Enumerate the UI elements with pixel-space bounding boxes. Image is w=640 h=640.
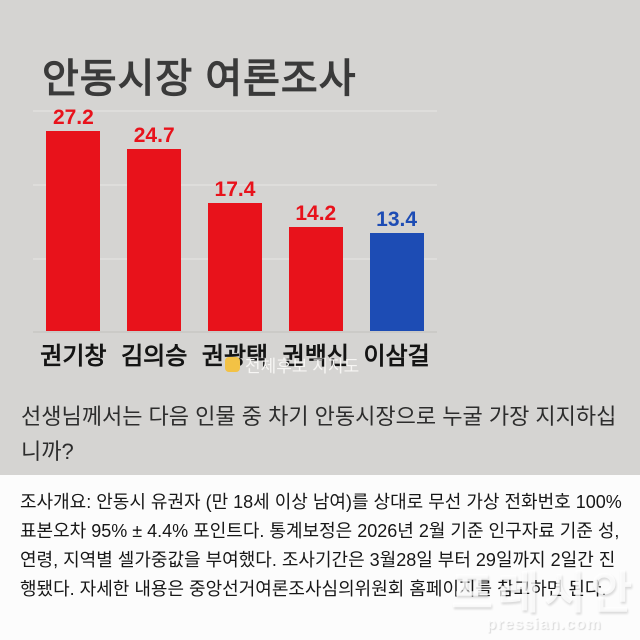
- legend-label: 전체후보 지지도: [245, 357, 360, 376]
- bar-slot: 27.2: [33, 76, 114, 332]
- bar-slot: 14.2: [275, 76, 356, 332]
- bar-category-label: 권기창: [40, 343, 107, 370]
- bar-slot: 24.7: [114, 76, 195, 332]
- survey-question: 선생님께서는 다음 인물 중 차기 안동시장으로 누굴 가장 지지하십니까?: [21, 404, 617, 464]
- bar-slot: 13.4: [356, 76, 437, 332]
- bar-category-label: 권백신: [282, 343, 349, 370]
- x-axis-line: [33, 331, 437, 333]
- bar: [46, 130, 101, 332]
- bar-slot: 17.4: [195, 76, 276, 332]
- chart-bars: 27.2 24.7 17.4 14.2 13.4: [33, 76, 437, 332]
- gridline-20: [33, 184, 437, 186]
- bar-value-label: 27.2: [52, 105, 94, 129]
- bar-value-label: 14.2: [295, 201, 337, 225]
- bar-value-label: 17.4: [214, 178, 256, 202]
- bar: [369, 232, 424, 332]
- legend-swatch-icon: [225, 357, 240, 372]
- chart-legend: 전체후보 지지도: [225, 352, 359, 377]
- x-axis-labels: 권기창김의승권광택권백신이삼걸: [33, 336, 437, 371]
- gridline-30: [33, 110, 437, 112]
- bar-value-label: 13.4: [376, 207, 418, 231]
- bar-category-label: 이삼걸: [363, 343, 430, 370]
- bar: [127, 149, 182, 332]
- page-title: 안동시장 여론조사: [42, 57, 357, 101]
- survey-overview-text: 조사개요: 안동시 유권자 (만 18세 이상 남여)를 상대로 무선 가상 전…: [20, 492, 622, 599]
- bar-chart: 27.2 24.7 17.4 14.2 13.4: [33, 107, 437, 333]
- bar-value-label: 24.7: [133, 124, 175, 148]
- bar-category-label: 김의승: [121, 343, 188, 370]
- bar: [288, 226, 343, 332]
- survey-overview-panel: 조사개요: 안동시 유권자 (만 18세 이상 남여)를 상대로 무선 가상 전…: [0, 475, 640, 640]
- bar: [207, 203, 262, 332]
